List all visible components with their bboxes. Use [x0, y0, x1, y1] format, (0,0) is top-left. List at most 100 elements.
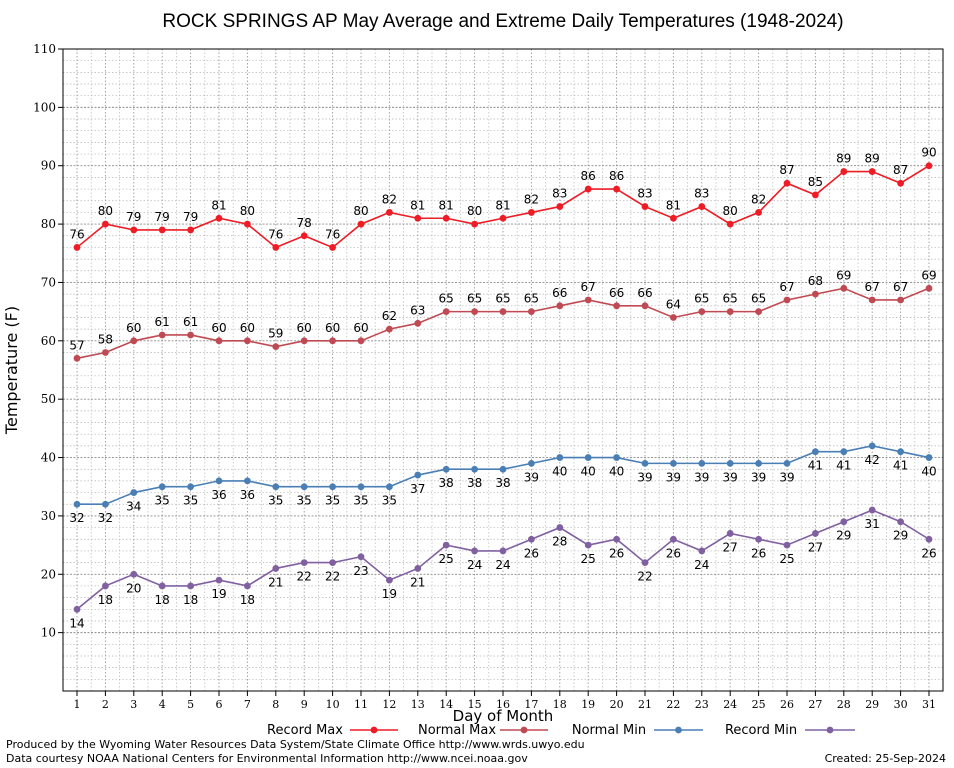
- normal-min-data-label: 42: [865, 453, 880, 467]
- normal-min-data-label: 35: [353, 494, 368, 508]
- record-max-data-label: 76: [69, 227, 84, 241]
- normal-max-data-label: 60: [297, 321, 312, 335]
- x-tick-label: 6: [216, 698, 223, 711]
- record-max-data-label: 81: [211, 198, 226, 212]
- record-min-point: [244, 582, 251, 590]
- normal-max-data-label: 60: [325, 321, 340, 335]
- y-tick-label: 70: [41, 275, 56, 289]
- record-min-point: [73, 605, 81, 613]
- x-tick-label: 11: [354, 698, 368, 711]
- record-max-data-label: 83: [552, 187, 567, 201]
- normal-max-point: [130, 337, 138, 345]
- record-max-data-label: 80: [353, 204, 368, 218]
- normal-min-point: [73, 500, 81, 508]
- record-max-data-label: 89: [865, 152, 880, 166]
- normal-min-data-label: 39: [751, 470, 766, 484]
- record-min-data-label: 29: [836, 529, 851, 543]
- normal-max-data-label: 60: [126, 321, 141, 335]
- normal-max-data-label: 64: [666, 297, 681, 311]
- normal-min-data-label: 40: [581, 465, 596, 479]
- record-max-data-label: 86: [581, 169, 596, 183]
- record-min-point: [471, 547, 478, 555]
- normal-max-data-label: 65: [524, 292, 539, 306]
- normal-min-data-label: 35: [325, 494, 340, 508]
- record-max-point: [130, 226, 138, 234]
- normal-min-data-label: 39: [524, 470, 539, 484]
- record-max-data-label: 85: [808, 175, 823, 189]
- normal-max-data-label: 68: [808, 274, 823, 288]
- normal-min-point: [102, 500, 109, 508]
- normal-min-point: [442, 465, 450, 473]
- record-max-data-label: 76: [268, 227, 283, 241]
- normal-max-data-label: 59: [268, 327, 283, 341]
- record-min-point: [755, 535, 762, 543]
- record-max-point: [442, 214, 450, 222]
- normal-max-data-label: 67: [581, 280, 596, 294]
- normal-min-point: [471, 465, 478, 473]
- x-tick-label: 16: [496, 698, 510, 711]
- record-max-point: [670, 214, 677, 222]
- record-min-data-label: 26: [609, 546, 624, 560]
- record-min-data-label: 26: [751, 546, 766, 560]
- normal-min-data-label: 35: [183, 494, 198, 508]
- normal-max-data-label: 58: [98, 332, 113, 346]
- normal-max-data-label: 65: [439, 292, 454, 306]
- record-max-point: [102, 220, 109, 228]
- record-min-data-label: 18: [240, 593, 255, 607]
- record-max-point: [73, 244, 81, 251]
- normal-max-point: [698, 308, 706, 316]
- x-tick-label: 28: [837, 698, 851, 711]
- normal-max-point: [755, 308, 762, 316]
- x-tick-label: 5: [187, 698, 194, 711]
- y-tick-label: 30: [41, 509, 56, 523]
- normal-max-data-label: 67: [893, 280, 908, 294]
- record-max-point: [783, 179, 791, 187]
- record-max-point: [925, 162, 933, 170]
- record-max-point: [158, 226, 166, 234]
- footer-created-date: Created: 25-Sep-2024: [825, 752, 946, 765]
- normal-max-data-label: 65: [751, 292, 766, 306]
- record-max-data-label: 90: [921, 146, 936, 160]
- record-min-data-label: 19: [211, 587, 226, 601]
- normal-min-point: [670, 459, 677, 467]
- normal-min-data-label: 35: [382, 494, 397, 508]
- record-max-data-label: 82: [524, 192, 539, 206]
- record-max-data-label: 89: [836, 152, 851, 166]
- record-min-data-label: 22: [325, 570, 340, 584]
- record-max-data-label: 82: [751, 192, 766, 206]
- record-min-point: [158, 582, 166, 590]
- x-tick-label: 20: [610, 698, 624, 711]
- record-max-point: [726, 220, 734, 228]
- normal-max-data-label: 61: [155, 315, 170, 329]
- record-min-data-label: 25: [779, 552, 794, 566]
- record-max-data-label: 80: [240, 204, 255, 218]
- record-min-point: [215, 576, 223, 584]
- normal-min-data-label: 41: [893, 459, 908, 473]
- record-max-data-label: 87: [779, 163, 794, 177]
- record-max-point: [386, 209, 393, 216]
- normal-max-point: [329, 337, 336, 345]
- record-max-point: [329, 244, 336, 251]
- record-min-point: [613, 535, 620, 543]
- y-tick-label: 20: [41, 567, 56, 581]
- record-min-data-label: 26: [524, 546, 539, 560]
- record-min-point: [442, 541, 450, 549]
- x-axis-label: Day of Month: [453, 707, 554, 725]
- record-max-data-label: 79: [155, 210, 170, 224]
- record-max-point: [272, 244, 280, 251]
- record-min-data-label: 26: [921, 546, 936, 560]
- plot-frame: [62, 48, 944, 692]
- normal-max-point: [868, 296, 876, 304]
- normal-max-point: [187, 331, 195, 339]
- record-min-point: [329, 559, 336, 566]
- normal-min-data-label: 38: [439, 476, 454, 490]
- record-max-data-label: 83: [637, 187, 652, 201]
- legend-marker-normal-max: [520, 726, 528, 734]
- x-tick-label: 17: [524, 698, 538, 711]
- record-min-point: [130, 570, 138, 578]
- normal-max-point: [357, 337, 365, 345]
- chart-title: ROCK SPRINGS AP May Average and Extreme …: [162, 11, 843, 32]
- normal-min-point: [130, 489, 138, 496]
- normal-max-point: [102, 349, 109, 356]
